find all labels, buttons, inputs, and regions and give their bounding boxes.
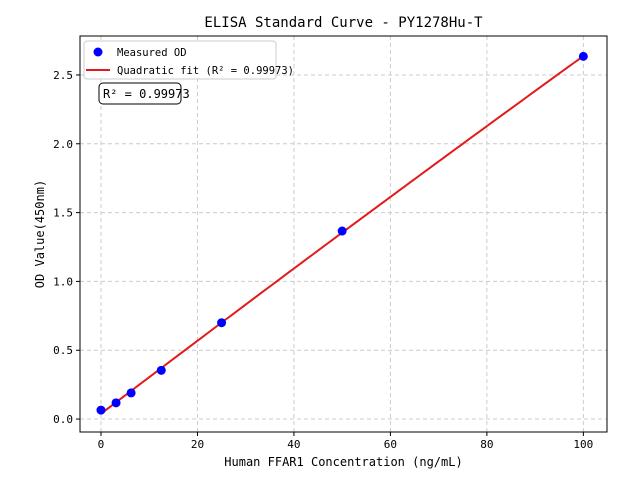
y-tick-label: 1.0 [53, 275, 73, 288]
y-axis-label: OD Value(450nm) [33, 180, 47, 288]
x-tick-label: 40 [287, 438, 300, 451]
y-tick-label: 1.5 [53, 207, 73, 220]
y-tick-label: 2.5 [53, 69, 73, 82]
r2-annotation: R² = 0.99973 [103, 87, 190, 101]
plot-frame [79, 35, 608, 433]
chart-title: ELISA Standard Curve - PY1278Hu-T [204, 15, 483, 31]
x-tick-label: 100 [573, 438, 593, 451]
data-point [96, 405, 106, 415]
legend-label-fit: Quadratic fit (R² = 0.99973) [117, 65, 294, 77]
data-point [126, 388, 136, 398]
data-point [111, 398, 121, 408]
x-tick-label: 20 [191, 438, 204, 451]
data-point [578, 51, 588, 61]
x-tick-label: 0 [98, 438, 105, 451]
y-tick-label: 0.0 [53, 413, 73, 426]
x-tick-label: 60 [384, 438, 397, 451]
x-tick-label: 80 [480, 438, 493, 451]
data-point [156, 365, 166, 375]
y-tick-label: 0.5 [53, 344, 73, 357]
legend-label-measured: Measured OD [117, 47, 187, 59]
legend-box [83, 40, 277, 80]
r2-annotation-box [98, 82, 182, 105]
y-tick-label: 2.0 [53, 138, 73, 151]
legend-marker-measured [93, 47, 103, 57]
data-point [337, 226, 347, 236]
x-axis-label: Human FFAR1 Concentration (ng/mL) [224, 455, 462, 469]
data-point [217, 318, 227, 328]
